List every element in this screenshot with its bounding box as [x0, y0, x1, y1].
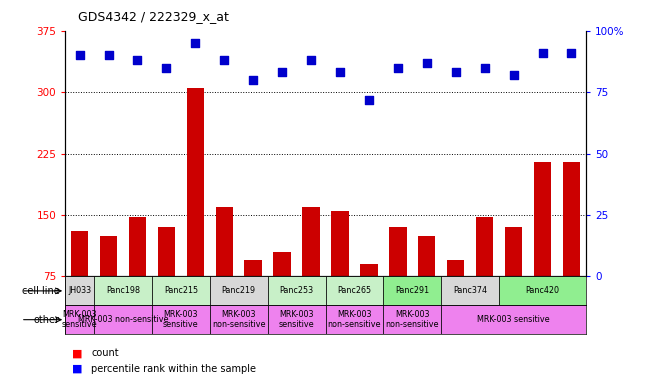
Bar — [418, 235, 436, 338]
Point — [422, 60, 432, 66]
Bar — [441, 305, 586, 334]
Bar — [499, 276, 586, 305]
Point — [248, 77, 258, 83]
Text: cell line: cell line — [22, 286, 60, 296]
Bar — [215, 207, 233, 338]
Bar — [389, 227, 406, 338]
Text: Panc420: Panc420 — [525, 286, 559, 295]
Bar — [268, 305, 326, 334]
Bar — [441, 276, 499, 305]
Text: Panc219: Panc219 — [221, 286, 256, 295]
Bar — [383, 305, 441, 334]
Text: Panc374: Panc374 — [453, 286, 487, 295]
Text: ■: ■ — [72, 364, 82, 374]
Text: GDS4342 / 222329_x_at: GDS4342 / 222329_x_at — [78, 10, 229, 23]
Bar — [210, 305, 268, 334]
Text: Panc265: Panc265 — [337, 286, 372, 295]
Point — [190, 40, 201, 46]
Bar — [447, 260, 464, 338]
Bar — [100, 235, 117, 338]
Bar — [152, 276, 210, 305]
Bar — [534, 162, 551, 338]
Text: MRK-003 sensitive: MRK-003 sensitive — [477, 315, 550, 324]
Bar — [187, 88, 204, 338]
Point — [479, 65, 490, 71]
Point — [364, 96, 374, 103]
Point — [104, 52, 114, 58]
Point — [537, 50, 547, 56]
Bar — [94, 276, 152, 305]
Point — [306, 57, 316, 63]
Text: count: count — [91, 348, 118, 358]
Text: JH033: JH033 — [68, 286, 91, 295]
Text: MRK-003
sensitive: MRK-003 sensitive — [62, 310, 98, 329]
Bar — [302, 207, 320, 338]
Bar — [360, 264, 378, 338]
Bar — [562, 162, 580, 338]
Bar — [210, 276, 268, 305]
Point — [508, 72, 519, 78]
Bar — [383, 276, 441, 305]
Bar — [65, 305, 94, 334]
Bar — [158, 227, 175, 338]
Text: Panc198: Panc198 — [106, 286, 140, 295]
Bar — [71, 232, 89, 338]
Text: MRK-003
sensitive: MRK-003 sensitive — [163, 310, 199, 329]
Text: other: other — [34, 314, 60, 325]
Point — [450, 70, 461, 76]
Text: MRK-003
non-sensitive: MRK-003 non-sensitive — [212, 310, 266, 329]
Bar — [326, 305, 383, 334]
Bar — [94, 305, 152, 334]
Bar — [129, 217, 146, 338]
Text: Panc291: Panc291 — [395, 286, 430, 295]
Text: Panc215: Panc215 — [164, 286, 198, 295]
Text: ■: ■ — [72, 348, 82, 358]
Point — [219, 57, 229, 63]
Point — [393, 65, 403, 71]
Point — [161, 65, 172, 71]
Bar — [245, 260, 262, 338]
Point — [74, 52, 85, 58]
Text: MRK-003
sensitive: MRK-003 sensitive — [279, 310, 314, 329]
Point — [335, 70, 345, 76]
Text: Panc253: Panc253 — [279, 286, 314, 295]
Bar — [273, 252, 291, 338]
Bar — [505, 227, 522, 338]
Text: percentile rank within the sample: percentile rank within the sample — [91, 364, 256, 374]
Bar — [331, 211, 349, 338]
Text: MRK-003 non-sensitive: MRK-003 non-sensitive — [77, 315, 168, 324]
Point — [277, 70, 287, 76]
Bar — [152, 305, 210, 334]
Bar — [65, 276, 94, 305]
Text: MRK-003
non-sensitive: MRK-003 non-sensitive — [327, 310, 381, 329]
Text: MRK-003
non-sensitive: MRK-003 non-sensitive — [385, 310, 439, 329]
Bar — [476, 217, 493, 338]
Bar — [326, 276, 383, 305]
Point — [566, 50, 577, 56]
Point — [132, 57, 143, 63]
Bar — [268, 276, 326, 305]
